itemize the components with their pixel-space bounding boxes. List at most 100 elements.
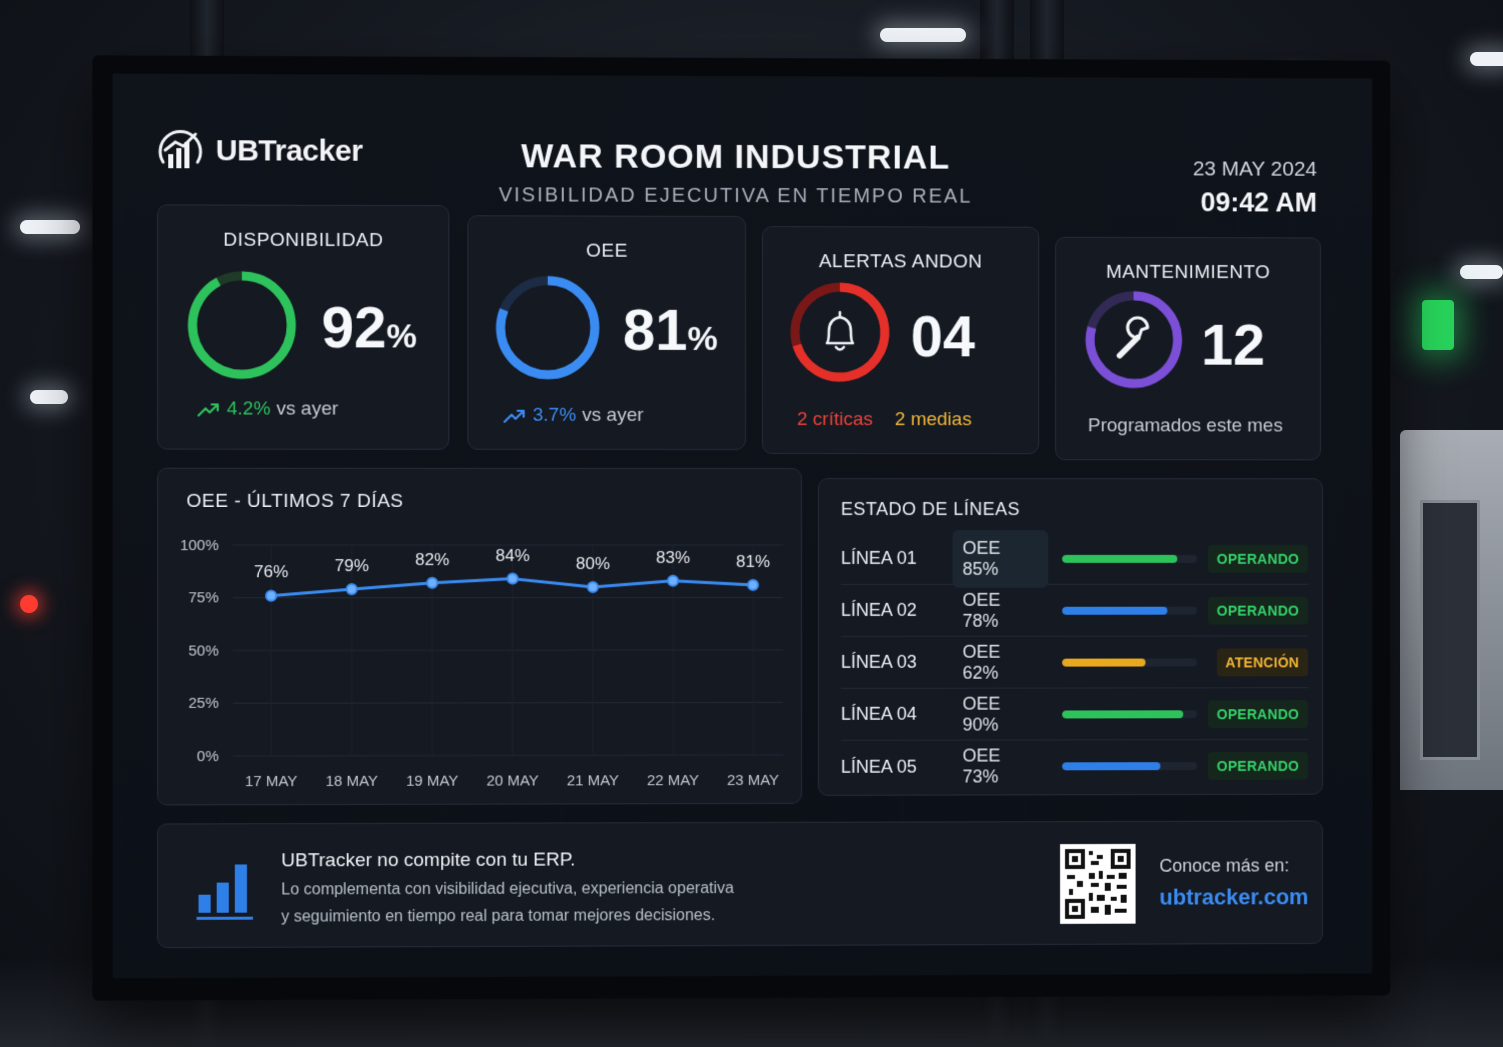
- display-monitor: UBTracker WAR ROOM INDUSTRIAL VISIBILIDA…: [92, 55, 1390, 1000]
- data-label: 81%: [736, 552, 770, 571]
- line-oee: OEE 62%: [953, 633, 1049, 691]
- cta-label: Conoce más en:: [1159, 855, 1308, 876]
- data-point: [508, 574, 518, 584]
- andon-value: 04: [911, 303, 975, 370]
- andon-breakdown: 2 críticas 2 medias: [797, 409, 972, 431]
- line-oee-bar: [1062, 658, 1197, 666]
- grid-line: [233, 755, 783, 756]
- page-title: WAR ROOM INDUSTRIAL: [455, 137, 1015, 178]
- qr-code-icon: [1065, 849, 1131, 919]
- data-point: [588, 582, 598, 592]
- current-date: 23 MAY 2024: [1193, 157, 1317, 181]
- red-beacon-light: [20, 595, 38, 613]
- current-time: 09:42 AM: [1193, 187, 1317, 218]
- maintenance-gauge: [1082, 288, 1185, 392]
- line-status-row[interactable]: LÍNEA 02 OEE 78% OPERANDO: [841, 585, 1308, 637]
- andon-alerts-card[interactable]: ALERTAS ANDON 04 2 críticas 2 medias: [762, 226, 1039, 454]
- line-oee: OEE 73%: [953, 737, 1049, 795]
- ceiling-light: [1470, 52, 1503, 66]
- availability-gauge-arc: [192, 276, 291, 375]
- andon-gauge: [787, 279, 893, 385]
- x-tick-label: 19 MAY: [406, 773, 458, 790]
- availability-gauge: [184, 268, 299, 383]
- grid-line: [233, 650, 783, 651]
- line-oee-bar-fill: [1062, 554, 1177, 562]
- bar-chart-icon: [197, 858, 256, 920]
- ceiling-light: [20, 220, 80, 234]
- website-link[interactable]: ubtracker.com: [1159, 884, 1308, 910]
- x-tick-label: 21 MAY: [567, 772, 619, 789]
- data-label: 84%: [496, 546, 530, 565]
- oee-trend: 3.7% vs ayer: [503, 405, 644, 427]
- line-name: LÍNEA 01: [841, 548, 953, 569]
- footer-headline: UBTracker no compite con tu ERP.: [281, 849, 734, 872]
- oee-value: 81%: [623, 297, 718, 364]
- grid-line: [233, 702, 783, 703]
- andon-label: ALERTAS ANDON: [763, 251, 1038, 274]
- oee-gauge: [493, 272, 603, 382]
- line-status-badge: OPERANDO: [1208, 596, 1308, 624]
- ceiling-light: [1460, 265, 1503, 279]
- header-title-block: WAR ROOM INDUSTRIAL VISIBILIDAD EJECUTIV…: [455, 137, 1015, 209]
- green-beacon-light: [1422, 300, 1454, 350]
- data-point: [748, 580, 758, 590]
- maintenance-card[interactable]: MANTENIMIENTO 12 Programados este mes: [1055, 237, 1321, 461]
- x-tick-label: 23 MAY: [727, 772, 779, 789]
- ceiling-light: [30, 390, 68, 404]
- line-oee-bar: [1062, 554, 1197, 562]
- brand-logo: UBTracker: [153, 124, 362, 179]
- ceiling-light: [880, 28, 966, 42]
- dashboard-screen: UBTracker WAR ROOM INDUSTRIAL VISIBILIDA…: [113, 74, 1373, 979]
- x-tick-label: 22 MAY: [647, 772, 699, 789]
- brand-name: UBTracker: [216, 134, 363, 169]
- line-name: LÍNEA 02: [841, 600, 953, 621]
- oee-label: OEE: [468, 240, 745, 263]
- oee-chart-card: OEE - ÚLTIMOS 7 DÍAS 100% 75% 50% 25% 0% 76% 1…: [157, 468, 802, 806]
- data-label: 79%: [335, 556, 369, 575]
- y-tick-label: 0%: [197, 748, 219, 765]
- line-status-row[interactable]: LÍNEA 04 OEE 90% OPERANDO: [841, 688, 1308, 741]
- y-tick-label: 25%: [188, 695, 218, 712]
- line-status-badge: OPERANDO: [1208, 752, 1308, 780]
- line-status-row[interactable]: LÍNEA 01 OEE 85% OPERANDO: [841, 533, 1308, 585]
- data-label: 76%: [254, 563, 288, 582]
- line-status-row[interactable]: LÍNEA 05 OEE 73% OPERANDO: [841, 740, 1308, 793]
- logo-chart-icon: [153, 124, 208, 178]
- availability-trend: 4.2% vs ayer: [197, 398, 339, 420]
- cta-block: Conoce más en: ubtracker.com: [1159, 855, 1308, 910]
- line-oee-bar-fill: [1062, 762, 1161, 770]
- line-status-badge: OPERANDO: [1208, 700, 1308, 728]
- oee-card[interactable]: OEE 81% 3.7% vs ayer: [467, 215, 746, 450]
- background-machine-window: [1420, 500, 1480, 760]
- line-oee: OEE 78%: [953, 581, 1049, 639]
- data-label: 82%: [415, 550, 449, 569]
- data-label: 80%: [576, 554, 610, 573]
- line-oee-bar-fill: [1062, 658, 1146, 666]
- datetime: 23 MAY 2024 09:42 AM: [1193, 157, 1317, 218]
- footer-text: UBTracker no compite con tu ERP. Lo comp…: [281, 849, 734, 931]
- data-point: [427, 578, 437, 588]
- y-tick-label: 75%: [188, 590, 218, 607]
- qr-code[interactable]: [1060, 844, 1136, 924]
- lines-status-card: ESTADO DE LÍNEAS LÍNEA 01 OEE 85% OPERANDO…: [818, 478, 1323, 796]
- data-point: [266, 591, 276, 601]
- bell-icon: [827, 312, 853, 350]
- line-status-badge: ATENCIÓN: [1216, 648, 1308, 676]
- line-oee-bar: [1062, 710, 1197, 718]
- line-oee-bar: [1062, 606, 1197, 614]
- andon-medium-count: 2 medias: [895, 409, 972, 431]
- line-status-row[interactable]: LÍNEA 03 OEE 62% ATENCIÓN: [841, 636, 1308, 688]
- x-tick-label: 17 MAY: [245, 773, 298, 790]
- line-name: LÍNEA 04: [841, 704, 953, 725]
- availability-card[interactable]: DISPONIBILIDAD 92% 4.2% vs ayer: [157, 204, 449, 449]
- footer-description: Lo complementa con visibilidad ejecutiva…: [281, 875, 734, 931]
- andon-critical-count: 2 críticas: [797, 409, 873, 431]
- maintenance-label: MANTENIMIENTO: [1056, 262, 1320, 285]
- line-name: LÍNEA 05: [841, 756, 953, 777]
- maintenance-value: 12: [1201, 312, 1265, 379]
- y-tick-label: 50%: [188, 643, 218, 660]
- line-status-badge: OPERANDO: [1208, 544, 1308, 572]
- trend-up-icon: [197, 401, 221, 417]
- data-point: [347, 584, 357, 594]
